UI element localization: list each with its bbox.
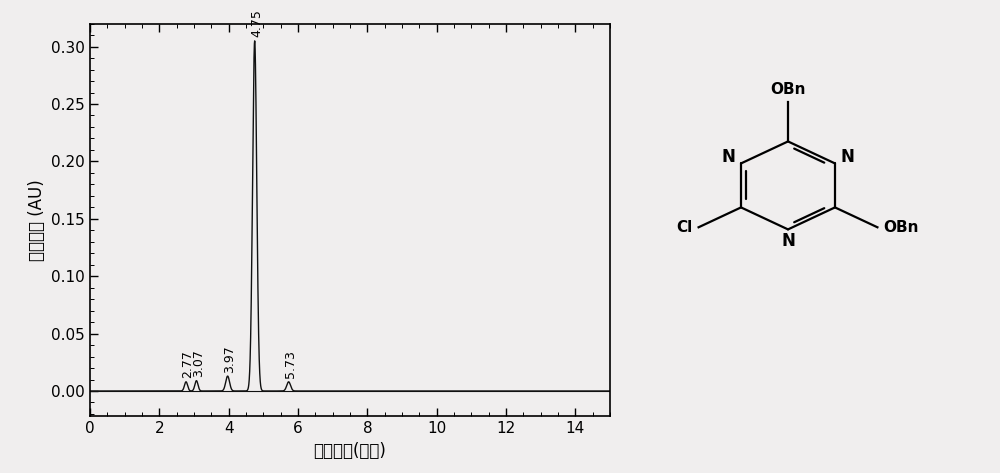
Text: OBn: OBn	[884, 220, 919, 235]
Text: N: N	[781, 232, 795, 250]
Text: 3.07: 3.07	[192, 350, 205, 377]
Text: OBn: OBn	[770, 82, 806, 97]
Y-axis label: 信号强度 (AU): 信号强度 (AU)	[28, 179, 46, 261]
Text: 3.97: 3.97	[223, 345, 236, 373]
Text: 2.77: 2.77	[182, 350, 195, 378]
X-axis label: 保留时间(分钟): 保留时间(分钟)	[314, 442, 386, 460]
Text: N: N	[841, 149, 855, 166]
Text: N: N	[721, 149, 735, 166]
Text: 5.73: 5.73	[284, 350, 297, 378]
Text: 4.75: 4.75	[250, 9, 263, 37]
Text: Cl: Cl	[676, 220, 692, 235]
